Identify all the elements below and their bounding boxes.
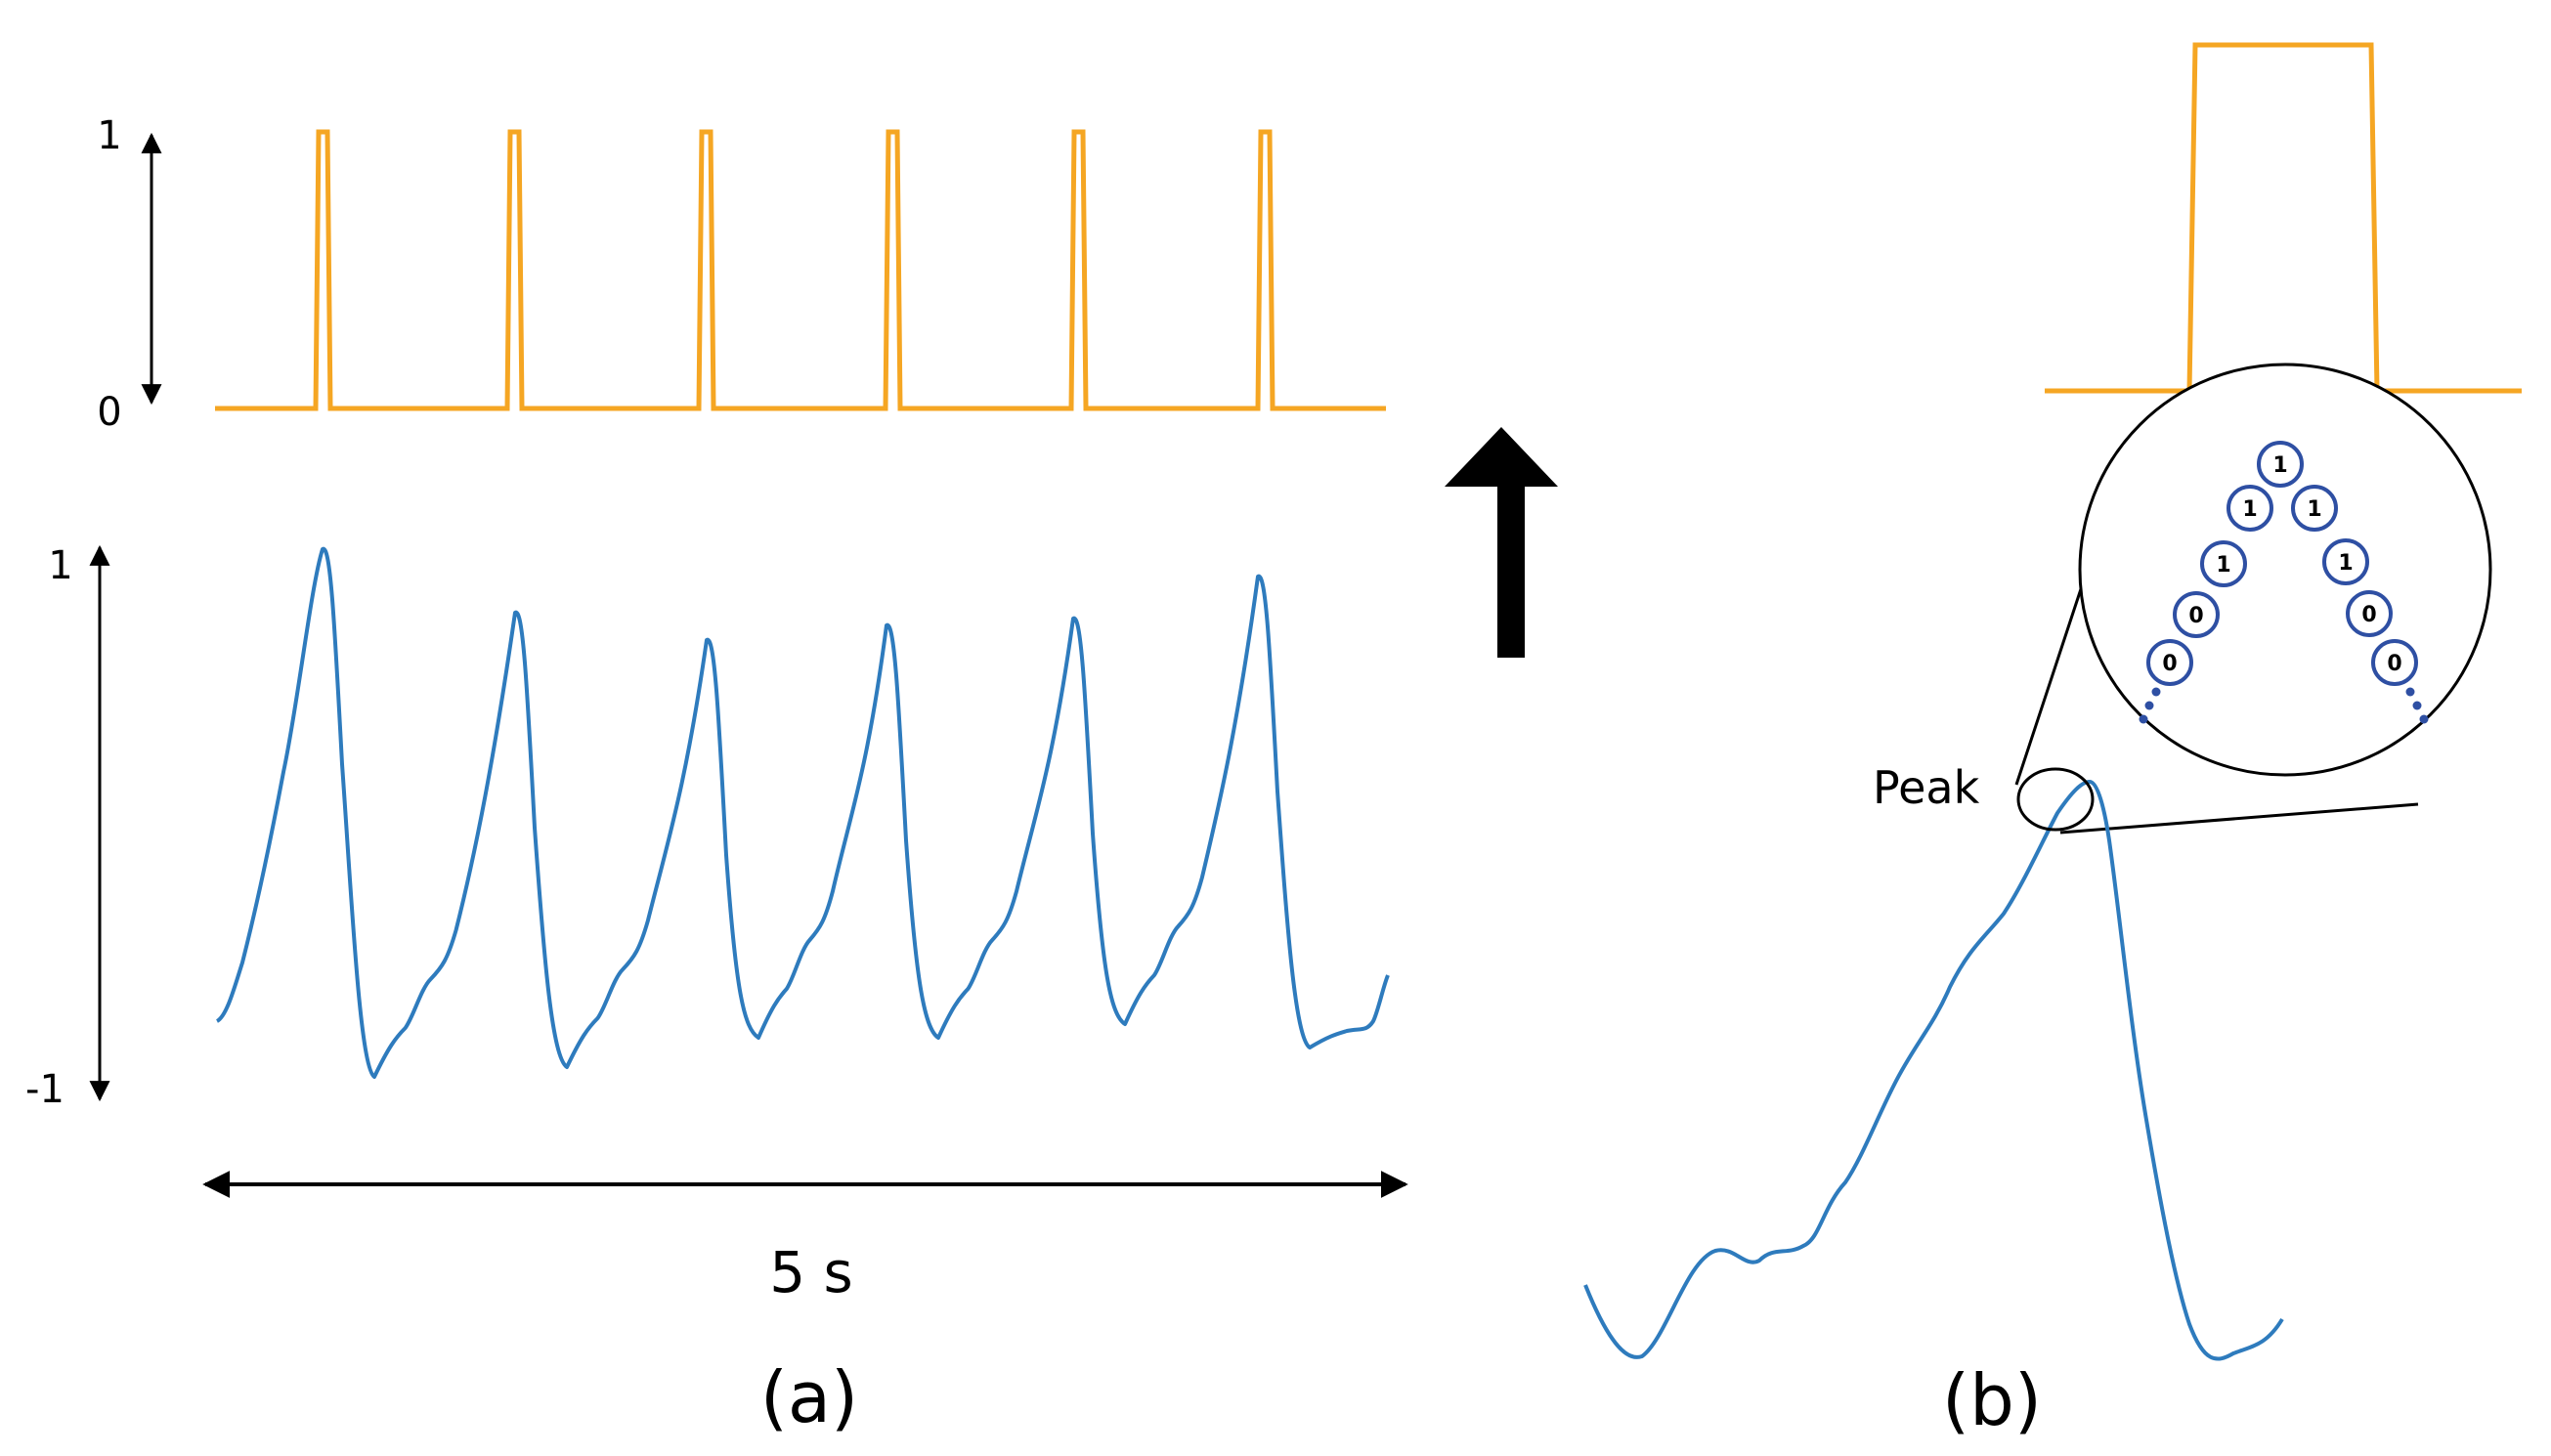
ellipsis-dot bbox=[2151, 687, 2161, 697]
bit-left-3-value: 1 bbox=[2242, 497, 2257, 522]
ellipsis-dot bbox=[2419, 714, 2429, 724]
bit-left-1-node bbox=[2173, 591, 2220, 638]
caption-a: (a) bbox=[760, 1356, 858, 1438]
bit-right-2-node bbox=[2346, 590, 2393, 637]
caption-b: (b) bbox=[1942, 1359, 2042, 1441]
bit-right-0-value: 1 bbox=[2307, 497, 2321, 522]
bit-left-0-value: 0 bbox=[2162, 652, 2177, 676]
peak-magnifier-circle bbox=[2078, 363, 2492, 777]
signal-axis-top-label: 1 bbox=[48, 543, 72, 588]
bit-right-1-value: 1 bbox=[2338, 551, 2353, 576]
ellipsis-dot bbox=[2405, 687, 2415, 697]
ellipsis-dot bbox=[2412, 701, 2422, 710]
pulse-train-waveform bbox=[215, 129, 1386, 411]
peak-ellipse bbox=[2016, 767, 2095, 832]
ellipsis-dot bbox=[2144, 701, 2154, 710]
bit-left-0-node bbox=[2146, 639, 2193, 686]
bit-right-2-value: 0 bbox=[2361, 603, 2376, 627]
signal-waveform bbox=[215, 546, 1390, 1079]
bit-right-1-node bbox=[2322, 538, 2369, 585]
zoom-line-lower bbox=[2059, 802, 2419, 835]
peak-label: Peak bbox=[1873, 761, 1980, 814]
peak-signal-waveform bbox=[1583, 780, 2284, 1361]
bit-left-3-node bbox=[2227, 485, 2273, 532]
up-arrow-icon bbox=[1445, 427, 1558, 658]
panel-a: 1 0 1 -1 5 s (a) bbox=[25, 113, 1408, 1438]
bit-top-node bbox=[2257, 441, 2304, 488]
ellipsis-dot bbox=[2139, 714, 2148, 724]
bit-right-0-node bbox=[2291, 485, 2338, 532]
single-pulse-waveform bbox=[2045, 42, 2522, 394]
bit-right-3-value: 0 bbox=[2387, 652, 2401, 676]
bit-left-2-value: 1 bbox=[2216, 553, 2230, 578]
pulse-axis-bottom-label: 0 bbox=[97, 390, 121, 435]
bit-top-value: 1 bbox=[2272, 453, 2287, 478]
bit-left-1-value: 0 bbox=[2188, 604, 2203, 628]
bit-right-3-node bbox=[2371, 639, 2418, 686]
bit-left-2-node bbox=[2200, 540, 2247, 587]
signal-axis-bottom-label: -1 bbox=[25, 1067, 65, 1112]
pulse-axis-top-label: 1 bbox=[97, 113, 121, 158]
duration-label: 5 s bbox=[769, 1239, 853, 1306]
